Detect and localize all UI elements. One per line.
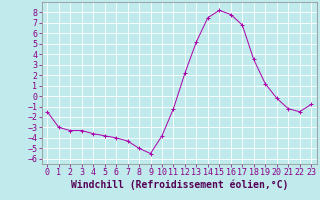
X-axis label: Windchill (Refroidissement éolien,°C): Windchill (Refroidissement éolien,°C) bbox=[70, 180, 288, 190]
